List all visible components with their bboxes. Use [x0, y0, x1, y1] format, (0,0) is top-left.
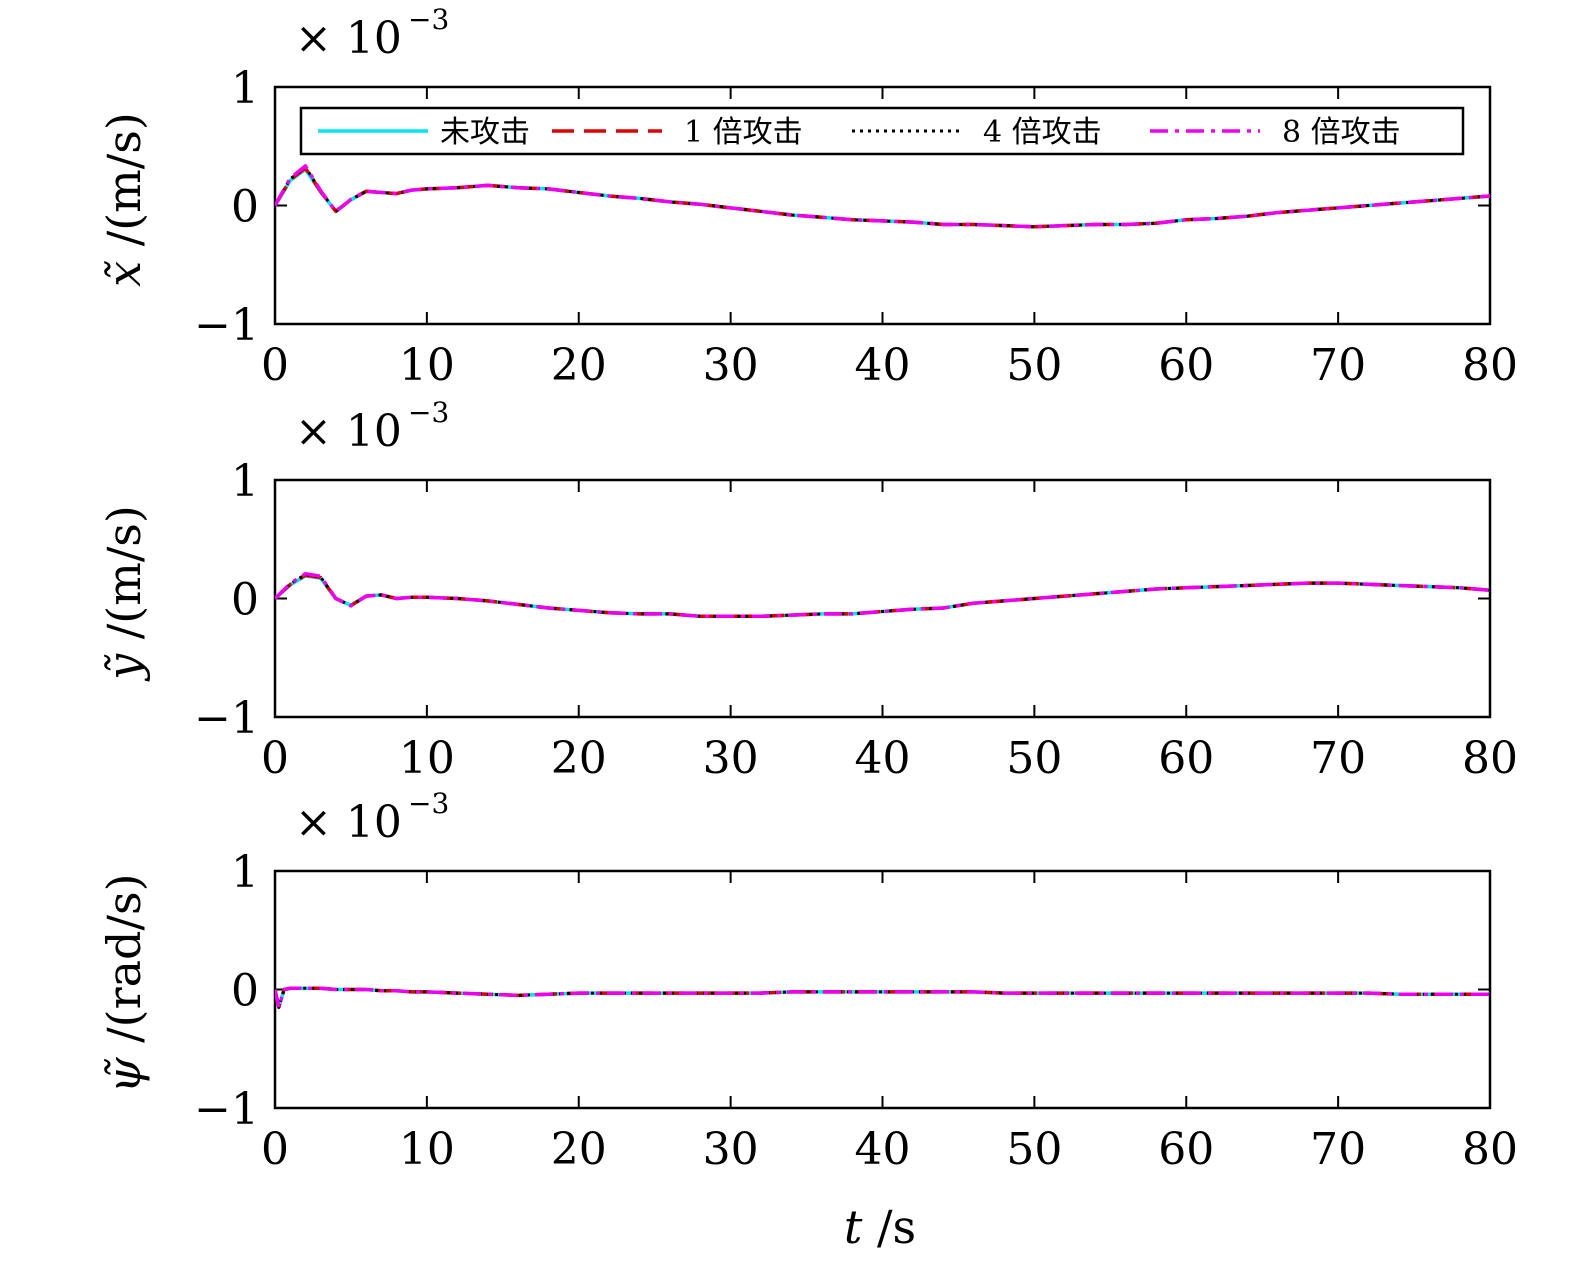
legend-label-1: 未攻击 [440, 115, 530, 150]
x-tick-label: 20 [551, 1124, 607, 1175]
y-axis-label-var: ψ̃ [97, 1043, 151, 1094]
x-tick-label: 40 [855, 733, 911, 784]
y-tick-label: −1 [194, 1084, 259, 1135]
x-tick-label: 50 [1006, 340, 1062, 391]
x-tick-label: 80 [1462, 340, 1518, 391]
series-line-4 [275, 571, 1490, 619]
legend: 未攻击 1 倍攻击 4 倍攻击 8 倍攻击 [299, 106, 1465, 156]
x-tick-label: 80 [1462, 733, 1518, 784]
x-tick-label: 50 [1006, 733, 1062, 784]
x-axis-label: t /s [844, 1200, 916, 1254]
legend-label-3: 4 倍攻击 [983, 115, 1102, 150]
y-exponent-power: −3 [408, 396, 449, 429]
x-tick-label: 0 [261, 1124, 289, 1175]
series-line-4 [275, 986, 1490, 1010]
series-line-1 [275, 167, 1490, 229]
x-tick-label: 50 [1006, 1124, 1062, 1175]
x-tick-label: 20 [551, 733, 607, 784]
subplot-1: 0 10 20 30 40 50 60 70 80−101× 10 −3x̃ /(m/s) [97, 3, 1518, 391]
legend-label-4: 8 倍攻击 [1282, 115, 1401, 150]
subplot-2: 0 10 20 30 40 50 60 70 80−101× 10 −3ỹ /(m/s) [97, 396, 1518, 784]
x-tick-label: 70 [1310, 733, 1366, 784]
y-exponent-label: × 10 [295, 13, 402, 64]
y-tick-label: −1 [194, 693, 259, 744]
subplot-3: 0 10 20 30 40 50 60 70 80−101× 10 −3ψ̃ /(rad/s) [97, 787, 1518, 1175]
x-tick-label: 60 [1158, 733, 1214, 784]
x-tick-label: 30 [703, 340, 759, 391]
y-axis-label: ψ̃ /(rad/s) [97, 873, 151, 1093]
subplots-group: 0 10 20 30 40 50 60 70 80−101× 10 −3x̃ /(m/s)0 10 2… [97, 3, 1518, 1175]
x-tick-label: 30 [703, 1124, 759, 1175]
y-tick-label: 1 [231, 847, 259, 898]
series-line-1 [275, 986, 1490, 1010]
x-tick-label: 70 [1310, 340, 1366, 391]
x-tick-label: 70 [1310, 1124, 1366, 1175]
y-tick-label: 1 [231, 63, 259, 114]
x-tick-label: 0 [261, 340, 289, 391]
y-exponent-power: −3 [408, 787, 449, 820]
x-axis-label-unit: /s [877, 1200, 916, 1254]
x-tick-label: 0 [261, 733, 289, 784]
x-tick-label: 40 [855, 340, 911, 391]
y-axis-label-var: ỹ [97, 639, 151, 682]
legend-label-2: 1 倍攻击 [684, 115, 803, 150]
legend-box [299, 106, 1465, 156]
series-line-3 [275, 165, 1490, 229]
y-axis-label-unit: /(rad/s) [97, 873, 151, 1042]
x-tick-label: 10 [399, 1124, 455, 1175]
axes-box [273, 869, 1492, 1110]
y-axis-label: x̃ /(m/s) [97, 112, 151, 287]
series-line-4 [275, 164, 1490, 229]
y-axis-label-unit: /(m/s) [97, 505, 151, 639]
x-tick-label: 60 [1158, 1124, 1214, 1175]
x-tick-label: 30 [703, 733, 759, 784]
y-exponent-label: × 10 [295, 406, 402, 457]
series-line-2 [275, 166, 1490, 229]
x-tick-label: 60 [1158, 340, 1214, 391]
x-axis-label-var: t [844, 1200, 877, 1254]
y-tick-label: 0 [231, 575, 259, 626]
x-tick-label: 10 [399, 733, 455, 784]
x-tick-label: 20 [551, 340, 607, 391]
y-exponent-power: −3 [408, 3, 449, 36]
x-tick-label: 10 [399, 340, 455, 391]
y-tick-label: 1 [231, 456, 259, 507]
y-tick-label: 0 [231, 966, 259, 1017]
y-axis-label-unit: /(m/s) [97, 112, 151, 246]
series-line-3 [275, 572, 1490, 618]
x-tick-label: 80 [1462, 1124, 1518, 1175]
y-tick-label: 0 [231, 182, 259, 233]
x-tick-label: 40 [855, 1124, 911, 1175]
y-tick-label: −1 [194, 300, 259, 351]
y-exponent-label: × 10 [295, 797, 402, 848]
y-axis-label: ỹ /(m/s) [97, 505, 151, 682]
y-axis-label-var: x̃ [97, 246, 151, 287]
